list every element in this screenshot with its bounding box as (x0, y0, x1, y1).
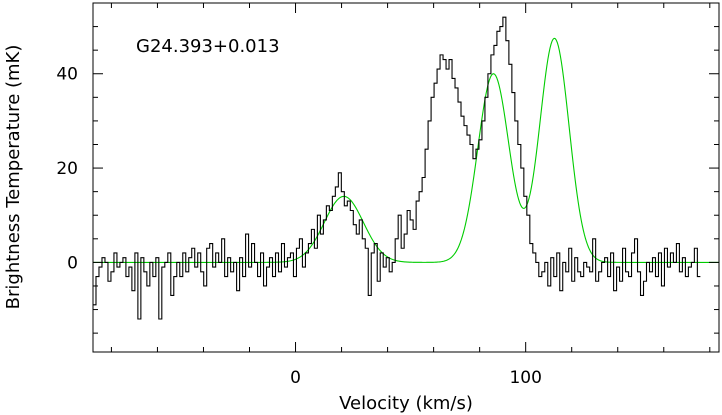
y-tick-label: 20 (56, 159, 78, 179)
x-axis-label: Velocity (km/s) (339, 393, 473, 414)
ticks-layer: 0 100 0 20 40 (56, 3, 719, 388)
x-tick-label: 100 (509, 368, 541, 388)
gaussian-fit-line (93, 37, 719, 263)
y-tick-label: 40 (56, 65, 78, 85)
spectrum-line (93, 16, 701, 320)
plot-frame (92, 2, 720, 353)
data-layer (93, 16, 719, 320)
y-tick-label: 0 (67, 253, 78, 273)
source-annotation: G24.393+0.013 (136, 36, 280, 57)
y-axis-label: Brightness Temperature (mK) (3, 45, 24, 310)
x-tick-label: 0 (290, 368, 301, 388)
